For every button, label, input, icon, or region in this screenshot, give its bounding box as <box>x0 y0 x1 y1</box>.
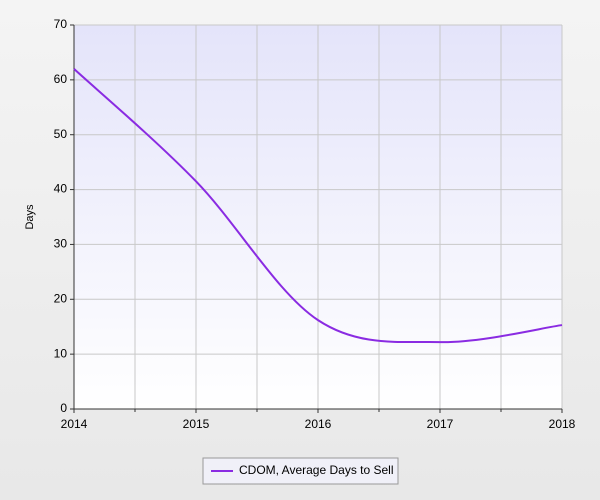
legend-box <box>202 457 399 485</box>
x-tick-label: 2017 <box>427 417 454 431</box>
y-axis-label: Days <box>24 204 36 230</box>
y-tick-label: 10 <box>54 346 68 360</box>
y-tick-label: 70 <box>54 17 68 31</box>
legend-label: CDOM, Average Days to Sell <box>239 463 394 477</box>
y-tick-label: 0 <box>60 401 67 415</box>
y-tick-label: 20 <box>54 291 68 305</box>
legend: CDOM, Average Days to Sell <box>202 457 399 485</box>
y-tick-label: 40 <box>54 182 68 196</box>
x-tick-label: 2014 <box>61 417 88 431</box>
y-tick-label: 60 <box>54 72 68 86</box>
x-tick-label: 2016 <box>305 417 332 431</box>
y-tick-label: 50 <box>54 127 68 141</box>
line <box>73 68 563 344</box>
x-tick-label: 2018 <box>549 417 576 431</box>
x-tick-label: 2015 <box>183 417 210 431</box>
y-tick-label: 30 <box>54 237 68 251</box>
